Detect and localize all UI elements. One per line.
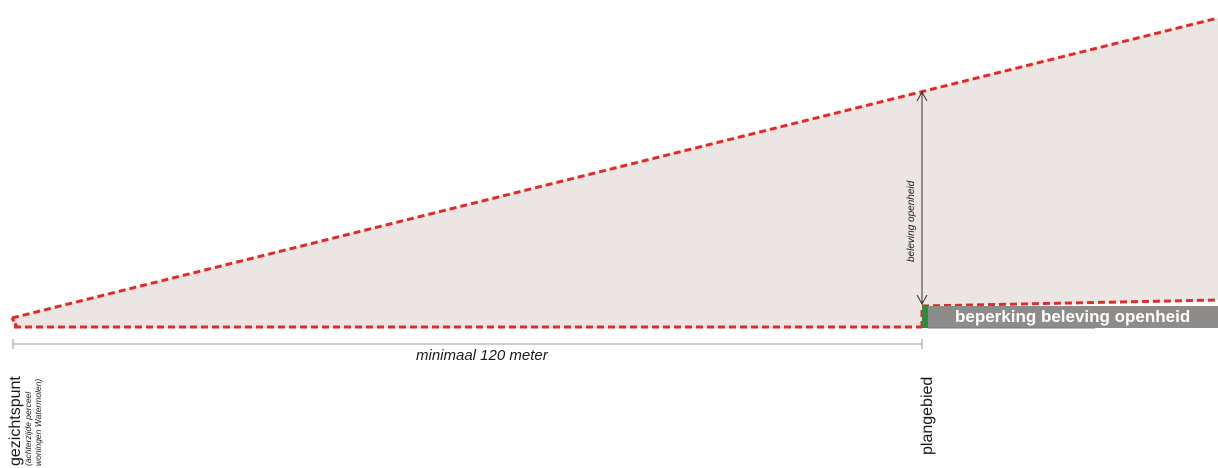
viewpoint-sub-2: woningen Watermolen) — [33, 379, 43, 466]
viewpoint-sub-1: (achterzijde perceel — [23, 391, 33, 466]
openness-arrow-head-top — [916, 90, 928, 102]
plan-area-marker — [922, 306, 928, 328]
measure-label: minimaal 120 meter — [416, 347, 549, 364]
limitation-bar — [928, 306, 1218, 328]
sight-triangle — [12, 18, 1218, 328]
upper-sightline — [11, 16, 1218, 320]
openness-arrow-head-bottom — [916, 294, 928, 306]
tip-join — [10, 317, 19, 328]
openness-label: beleving openheid — [906, 180, 917, 262]
plan-area-label: plangebied — [919, 377, 936, 455]
limitation-label: beperking beleving openheid — [955, 307, 1190, 326]
viewpoint-label: gezichtspunt — [7, 376, 24, 466]
